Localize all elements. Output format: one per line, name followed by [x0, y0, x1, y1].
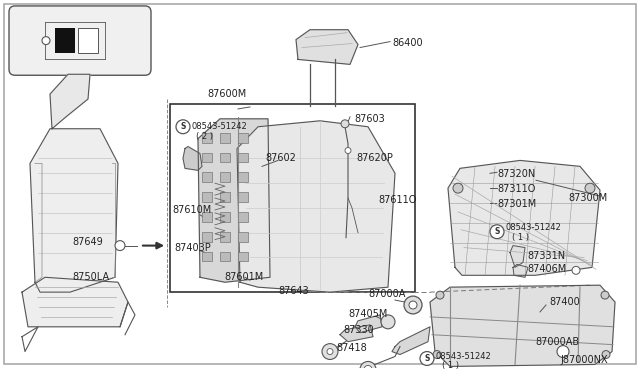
FancyBboxPatch shape — [9, 6, 151, 75]
Bar — [220, 153, 230, 163]
Circle shape — [176, 120, 190, 134]
Circle shape — [420, 352, 434, 365]
Bar — [220, 133, 230, 142]
Text: ( 1 ): ( 1 ) — [442, 362, 459, 371]
Circle shape — [453, 183, 463, 193]
Bar — [220, 192, 230, 202]
Text: 87311O: 87311O — [497, 184, 536, 194]
Text: S: S — [180, 122, 186, 131]
Circle shape — [433, 350, 441, 359]
Circle shape — [404, 296, 422, 314]
Circle shape — [409, 301, 417, 309]
Bar — [238, 172, 248, 182]
Text: 87320N: 87320N — [497, 169, 535, 179]
Text: 08543-51242: 08543-51242 — [506, 223, 562, 232]
Text: S: S — [424, 354, 429, 363]
Polygon shape — [510, 246, 525, 267]
Circle shape — [42, 36, 50, 45]
Bar — [202, 153, 212, 163]
Bar — [220, 212, 230, 222]
Text: 87610M: 87610M — [172, 205, 211, 215]
Circle shape — [602, 350, 610, 359]
Bar — [238, 251, 248, 262]
Text: 87330: 87330 — [343, 325, 374, 335]
Circle shape — [557, 346, 569, 357]
Bar — [220, 251, 230, 262]
Text: 87405M: 87405M — [348, 309, 387, 319]
Text: 87601M: 87601M — [224, 272, 263, 282]
Polygon shape — [355, 315, 382, 333]
Circle shape — [585, 183, 595, 193]
Bar — [238, 153, 248, 163]
Circle shape — [490, 225, 504, 239]
Text: 87300M: 87300M — [568, 193, 607, 203]
Text: 87418: 87418 — [336, 343, 367, 353]
Text: 87620P: 87620P — [356, 154, 393, 164]
Text: S: S — [494, 227, 500, 236]
Text: J87000NX: J87000NX — [560, 355, 607, 365]
Polygon shape — [198, 119, 270, 282]
Bar — [170, 104, 415, 292]
Text: 86400: 86400 — [392, 38, 422, 48]
Polygon shape — [296, 30, 358, 64]
Polygon shape — [50, 74, 90, 129]
Text: 87406M: 87406M — [527, 264, 566, 275]
Text: 87611O: 87611O — [378, 195, 417, 205]
Bar — [238, 212, 248, 222]
Circle shape — [601, 291, 609, 299]
Circle shape — [345, 148, 351, 154]
Circle shape — [381, 315, 395, 329]
Circle shape — [322, 344, 338, 359]
Text: 8750LA: 8750LA — [72, 272, 109, 282]
Bar — [202, 133, 212, 142]
Polygon shape — [183, 147, 202, 170]
Bar — [238, 192, 248, 202]
Bar — [238, 133, 248, 142]
Circle shape — [364, 365, 372, 372]
Text: 87331N: 87331N — [527, 251, 565, 260]
Circle shape — [360, 362, 376, 372]
Text: ( 2 ): ( 2 ) — [196, 132, 213, 141]
Bar — [220, 172, 230, 182]
Polygon shape — [22, 277, 128, 327]
Polygon shape — [30, 129, 118, 292]
Bar — [55, 28, 75, 54]
Circle shape — [327, 349, 333, 355]
Bar — [220, 232, 230, 242]
Bar — [202, 232, 212, 242]
Polygon shape — [430, 285, 615, 366]
Text: ( 1 ): ( 1 ) — [512, 233, 529, 242]
Text: 87400: 87400 — [549, 297, 580, 307]
Text: 87600M: 87600M — [207, 89, 246, 99]
Polygon shape — [237, 121, 395, 292]
Text: 87403P: 87403P — [174, 243, 211, 253]
Bar — [202, 172, 212, 182]
Text: 87603: 87603 — [354, 114, 385, 124]
Polygon shape — [513, 264, 528, 277]
Polygon shape — [340, 325, 373, 341]
Text: 87602: 87602 — [265, 153, 296, 163]
Circle shape — [115, 241, 125, 251]
Bar — [238, 232, 248, 242]
Text: 87000A: 87000A — [368, 289, 405, 299]
Circle shape — [436, 291, 444, 299]
Text: 87301M: 87301M — [497, 199, 536, 209]
Polygon shape — [392, 327, 430, 355]
Text: 08543-51242: 08543-51242 — [192, 122, 248, 131]
Bar — [202, 192, 212, 202]
Bar — [202, 251, 212, 262]
Polygon shape — [448, 160, 600, 275]
Text: 87000AB: 87000AB — [535, 337, 579, 347]
Bar — [202, 212, 212, 222]
Circle shape — [572, 266, 580, 274]
Text: 87643: 87643 — [278, 286, 308, 296]
Text: 08543-51242: 08543-51242 — [435, 352, 491, 360]
Text: 87649: 87649 — [72, 237, 103, 247]
Circle shape — [341, 120, 349, 128]
Bar — [78, 28, 98, 54]
